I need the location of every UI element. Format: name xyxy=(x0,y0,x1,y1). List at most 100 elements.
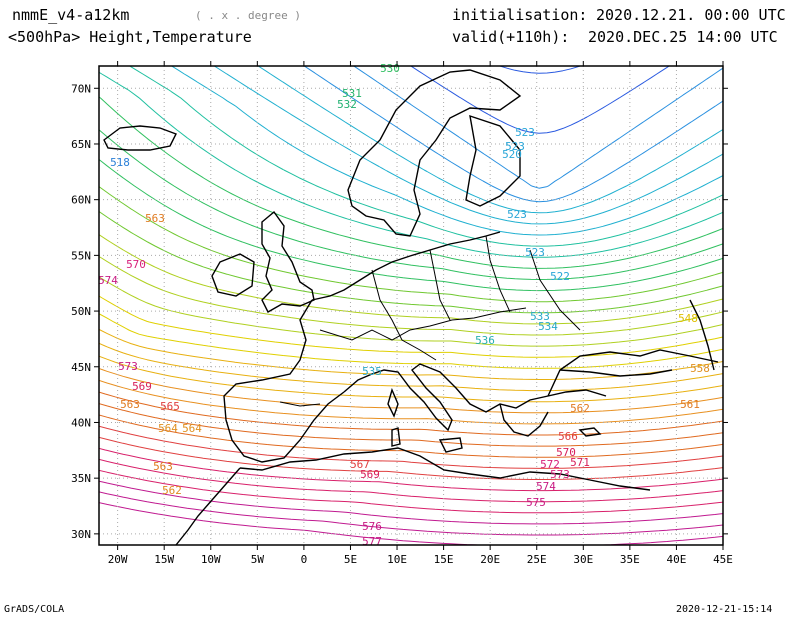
contour-label: 522 xyxy=(550,270,570,283)
contour-label: 577 xyxy=(362,535,382,548)
contour-label: 536 xyxy=(475,334,495,347)
contour-label: 563 xyxy=(120,398,140,411)
contour-line xyxy=(99,355,723,403)
contour-line xyxy=(99,403,723,447)
valid-value: 2020.DEC.25 14:00 UTC xyxy=(588,28,778,46)
lon-label: 45E xyxy=(713,553,733,566)
contour-line xyxy=(99,159,723,292)
contour-label: 533 xyxy=(530,310,550,323)
contour-label: 566 xyxy=(558,430,578,443)
contour-label: 574 xyxy=(98,274,118,287)
contour-line xyxy=(99,211,723,314)
contour-line xyxy=(99,71,723,258)
lat-label: 40N xyxy=(71,416,91,429)
lat-label: 30N xyxy=(71,528,91,541)
contour-label: 558 xyxy=(690,362,710,375)
contour-label: 520 xyxy=(502,148,522,161)
units-note: ( . x . degree ) xyxy=(195,9,301,22)
contour-label: 523 xyxy=(505,140,525,153)
contour-labels: 5305315325235235205235235225185635705745… xyxy=(98,62,710,548)
lat-label: 45N xyxy=(71,361,91,374)
contour-line xyxy=(99,480,723,525)
contour-label: 531 xyxy=(342,87,362,100)
lon-label: 5E xyxy=(344,553,357,566)
contour-line xyxy=(499,66,581,74)
lat-label: 70N xyxy=(71,82,91,95)
contour-label: 572 xyxy=(540,458,560,471)
contour-label: 548 xyxy=(678,312,698,325)
level-title: <500hPa> Height,Temperature xyxy=(8,28,252,46)
footer-left: GrADS/COLA xyxy=(4,604,65,615)
lon-label: 0 xyxy=(301,553,308,566)
contour-label: 574 xyxy=(536,480,556,493)
contour-line xyxy=(99,469,723,514)
contour-label: 573 xyxy=(550,468,570,481)
contour-label: 535 xyxy=(362,365,382,378)
contour-label: 523 xyxy=(507,208,527,221)
lon-label: 10W xyxy=(201,553,221,566)
lon-label: 20E xyxy=(480,553,500,566)
contour-label: 576 xyxy=(362,520,382,533)
lat-label: 55N xyxy=(71,249,91,262)
lat-label: 60N xyxy=(71,194,91,207)
lat-label: 65N xyxy=(71,138,91,151)
contour-line xyxy=(304,66,723,203)
lat-label: 50N xyxy=(71,305,91,318)
lat-label: 35N xyxy=(71,472,91,485)
contour-label: 567 xyxy=(350,458,370,471)
lon-label: 40E xyxy=(666,553,686,566)
lon-label: 5W xyxy=(251,553,265,566)
valid-label: valid(+110h): xyxy=(452,28,570,46)
coastlines xyxy=(103,69,719,545)
contour-label: 571 xyxy=(570,456,590,469)
lon-label: 30E xyxy=(573,553,593,566)
lon-label: 20W xyxy=(108,553,128,566)
contour-line xyxy=(171,66,723,236)
contour-label: 518 xyxy=(110,156,130,169)
contour-line xyxy=(99,234,723,325)
contour-line xyxy=(99,425,723,469)
axes: 70N 65N 60N 55N 50N 45N 40N 35N 30N 20W 15W 10W 5W 0 5… xyxy=(71,61,733,566)
contour-line xyxy=(99,458,723,503)
contour-label: 565 xyxy=(160,400,180,413)
footer-right: 2020-12-21-15:14 xyxy=(676,604,773,615)
lon-label: 10E xyxy=(387,553,407,566)
contour-label: 562 xyxy=(162,484,182,497)
contour-label: 569 xyxy=(132,380,152,393)
contour-label: 570 xyxy=(556,446,576,459)
map-frame xyxy=(98,65,724,546)
contour-label: 569 xyxy=(360,468,380,481)
graticule xyxy=(99,66,723,545)
init-value: 2020.12.21. 00:00 UTC xyxy=(596,6,786,24)
model-name: nmmE_v4-a12km xyxy=(12,6,130,24)
height-contours xyxy=(99,66,723,545)
contour-label: 563 xyxy=(153,460,173,473)
contour-line xyxy=(99,276,723,347)
map-background xyxy=(99,66,723,545)
contour-label: 561 xyxy=(680,398,700,411)
contour-label: 564 xyxy=(182,422,202,435)
init-label: initialisation: xyxy=(452,6,588,24)
contour-line xyxy=(99,368,723,414)
contour-label: 564 xyxy=(158,422,178,435)
lon-label: 15E xyxy=(434,553,454,566)
contour-label: 523 xyxy=(525,246,545,259)
contour-label: 562 xyxy=(570,402,590,415)
contour-line xyxy=(214,66,723,225)
contour-label: 570 xyxy=(126,258,146,271)
lon-label: 25E xyxy=(527,553,547,566)
contour-line xyxy=(99,256,723,336)
contour-line xyxy=(99,295,723,358)
contour-label: 534 xyxy=(538,320,558,333)
contour-label: 563 xyxy=(145,212,165,225)
lon-label: 35E xyxy=(620,553,640,566)
contour-label: 575 xyxy=(526,496,546,509)
lon-label: 15W xyxy=(154,553,174,566)
contour-label: 532 xyxy=(337,98,357,111)
contour-label: 523 xyxy=(515,126,535,139)
contour-label: 573 xyxy=(118,360,138,373)
contour-line xyxy=(99,342,723,392)
contour-line xyxy=(99,379,723,425)
